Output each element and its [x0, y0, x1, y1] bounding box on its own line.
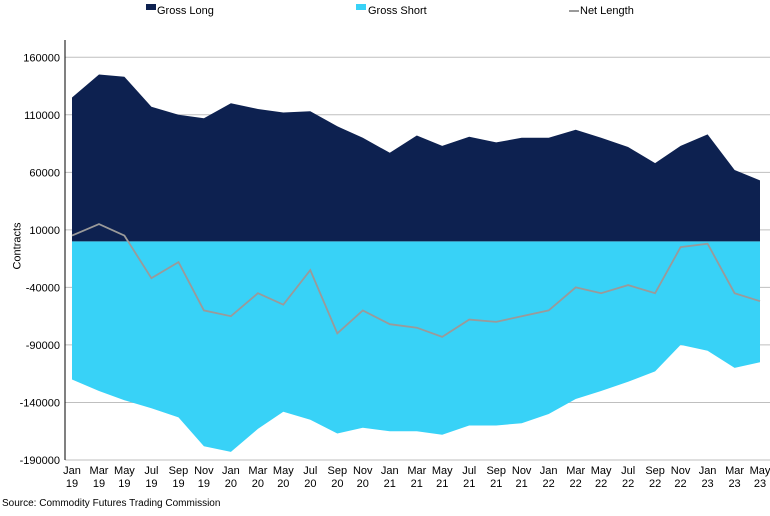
x-tick-label: Mar 23: [725, 465, 744, 490]
legend-net-length: Net Length: [580, 5, 634, 17]
x-tick-label: Jan 19: [63, 465, 81, 490]
gross-short-area: [72, 241, 760, 452]
y-tick-label: 10000: [29, 225, 60, 237]
x-tick-label: May 21: [432, 465, 453, 490]
y-tick-labels: 160000 110000 60000 10000 -40000 -90000 -14000…: [20, 52, 60, 467]
net-length-line: [71, 223, 761, 338]
legend-gross-long: Gross Long: [157, 5, 214, 17]
x-tick-label: Mar 22: [566, 465, 585, 490]
y-tick-label: -190000: [20, 455, 60, 467]
net-length-series: [71, 223, 761, 338]
y-tick-label: -140000: [20, 397, 60, 409]
x-tick-label: Jan 21: [381, 465, 399, 490]
x-tick-label: Jan 23: [699, 465, 717, 490]
x-tick-label: Jul 22: [621, 465, 635, 490]
net-length-swatch: [569, 10, 579, 12]
gross-long-area: [72, 74, 760, 242]
x-tick-label: Sep 22: [645, 465, 665, 490]
x-tick-label: Jul 20: [303, 465, 317, 490]
y-tick-label: 60000: [29, 167, 60, 179]
x-tick-label: Mar 19: [90, 465, 109, 490]
y-tick-label: -40000: [26, 282, 60, 294]
x-tick-label: Nov 19: [194, 465, 214, 490]
y-tick-label: 110000: [24, 110, 60, 122]
x-tick-label: Mar 21: [407, 465, 426, 490]
x-tick-label: Mar 20: [248, 465, 267, 490]
x-tick-label: Jan 20: [222, 465, 240, 490]
x-tick-label: May 22: [591, 465, 612, 490]
x-tick-label: Jan 22: [540, 465, 558, 490]
x-tick-label: Sep 20: [328, 465, 348, 490]
x-tick-label: Nov 22: [671, 465, 691, 490]
x-tick-label: Jul 19: [144, 465, 158, 490]
legend-gross-short: Gross Short: [368, 5, 427, 17]
gross-long-swatch: [146, 4, 156, 10]
gross-short-swatch: [356, 4, 366, 10]
x-tick-label: Nov 20: [353, 465, 373, 490]
x-tick-label: Sep 19: [169, 465, 189, 490]
x-tick-label: Nov 21: [512, 465, 532, 490]
y-axis-label: Contracts: [11, 222, 24, 270]
y-tick-label: 160000: [23, 52, 60, 64]
x-tick-label: May 19: [114, 465, 135, 490]
y-tick-label: -90000: [26, 340, 60, 352]
x-tick-label: Sep 21: [486, 465, 506, 490]
x-tick-label: Jul 21: [462, 465, 476, 490]
x-tick-label: May 23: [750, 465, 770, 490]
series-areas: [72, 74, 760, 452]
source-note: Source: Commodity Futures Trading Commis…: [2, 498, 221, 509]
x-tick-label: May 20: [273, 465, 294, 490]
